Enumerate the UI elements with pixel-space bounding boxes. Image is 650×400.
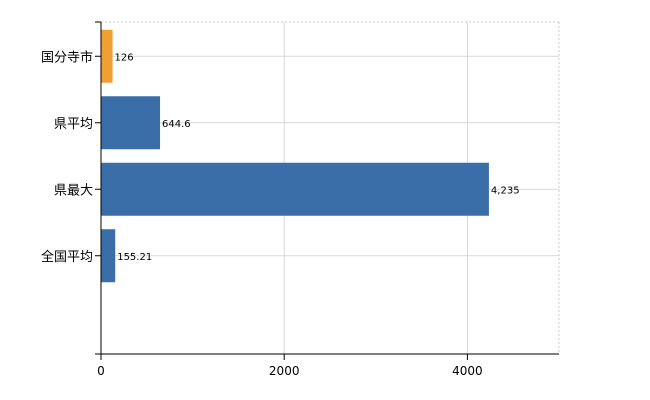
category-label: 全国平均 [41,249,93,265]
category-label: 県最大 [54,183,93,198]
bars [101,29,489,283]
x-tick-label: 0 [97,364,105,378]
data-label: 4,235 [491,185,520,196]
category-label: 国分寺市 [41,49,93,65]
x-tick-label: 4000 [452,364,483,378]
labels: 126 国分寺市 644.6 県平均 4,235 県最大 155.21 全国平均 0 2000 40… [41,49,520,378]
category-label: 県平均 [54,117,93,132]
axes [95,21,559,360]
data-label: 126 [115,52,134,63]
bar [101,229,116,283]
data-label: 644.6 [162,119,191,130]
x-tick-label: 2000 [269,364,300,378]
bar [101,29,113,83]
bar [101,96,161,150]
bar [101,162,489,216]
data-label: 155.21 [117,252,152,263]
